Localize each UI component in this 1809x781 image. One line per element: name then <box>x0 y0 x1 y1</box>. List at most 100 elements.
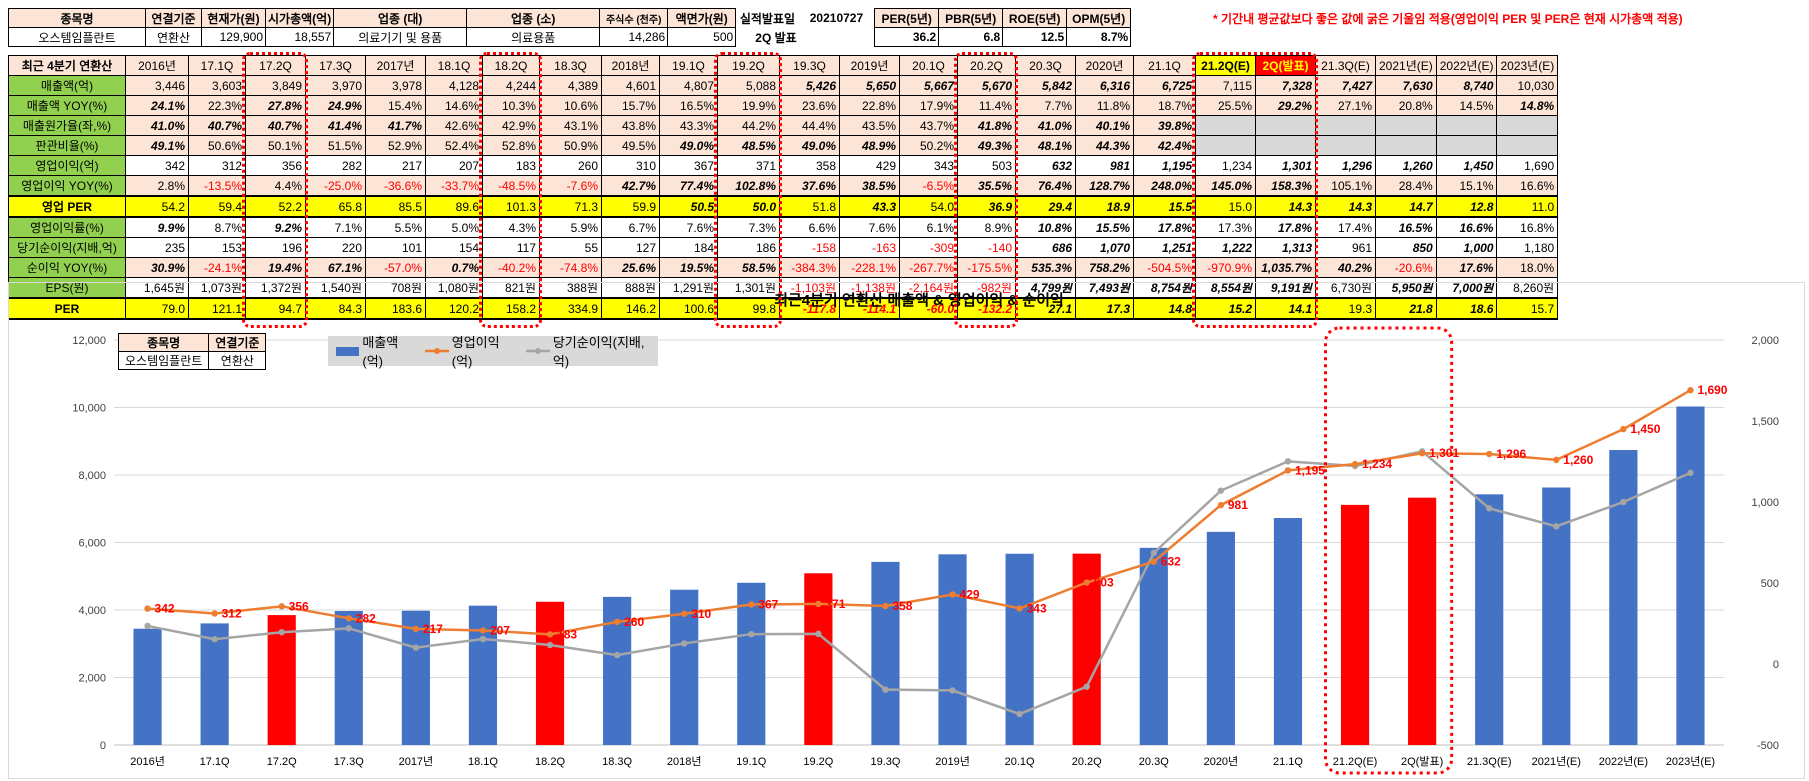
bar <box>938 554 967 745</box>
table-row: 순이익 YOY(%) 30.9% -24.1% 19.4% 67.1% -57.0% 0.7… <box>8 257 1559 278</box>
operating-profit-data-label: 343 <box>1027 601 1047 615</box>
table-cell: 41.0% <box>1015 115 1076 136</box>
bar <box>267 615 296 745</box>
table-cell: 1,251 <box>1133 237 1196 258</box>
table-cell: 50.1% <box>245 135 306 156</box>
table-cell: 981 <box>1075 155 1134 176</box>
table-cell: 52.2 <box>245 195 306 218</box>
table-cell: 14.8 <box>1133 297 1196 320</box>
table-cell: 22.3% <box>188 95 246 116</box>
operating-profit-data-label: 310 <box>691 607 711 621</box>
table-cell: 7,115 <box>1195 75 1256 96</box>
table-cell: -970.9% <box>1195 257 1256 278</box>
operating-profit-data-label: 342 <box>155 602 175 616</box>
table-cell: 105.1% <box>1315 175 1376 197</box>
table-cell: 7.3% <box>717 216 780 238</box>
x-tick-label: 21.3Q(E) <box>1467 756 1512 768</box>
bar <box>1273 518 1303 745</box>
table-cell: 30.9% <box>125 257 189 278</box>
table-cell: 356 <box>245 155 306 176</box>
table-cell: -25.0% <box>305 175 366 197</box>
summary-label: PER(5년) <box>874 8 940 28</box>
table-cell: 48.9% <box>839 135 900 156</box>
table-cell: 10.8% <box>1015 216 1076 238</box>
bar <box>1676 406 1705 745</box>
table-cell: 5,842 <box>1015 75 1076 96</box>
table-cell: 183.6 <box>365 297 426 320</box>
table-cell: 54.2 <box>125 195 189 218</box>
x-tick-label: 18.2Q <box>535 756 565 768</box>
table-cell <box>1496 115 1559 136</box>
net-income-point <box>546 641 554 649</box>
table-cell: 235 <box>125 237 189 258</box>
summary-value: 의료기기 및 용품 <box>333 27 468 47</box>
column-header: 17.2Q <box>245 55 306 76</box>
table-cell: -60.0 <box>899 297 958 320</box>
table-cell: 371 <box>717 155 780 176</box>
chart-info-label: 종목명 <box>117 333 210 352</box>
x-tick-label: 21.1Q <box>1273 756 1303 768</box>
table-cell: 50.2% <box>899 135 958 156</box>
y-right-tick-label: -500 <box>1757 740 1779 752</box>
table-cell: 429 <box>839 155 900 176</box>
column-header: 2016년 <box>125 55 189 76</box>
legend-swatch-line-icon <box>425 348 449 354</box>
table-cell: 43.3 <box>839 195 900 218</box>
x-tick-label: 17.1Q <box>200 756 230 768</box>
column-header: 20.2Q <box>957 55 1016 76</box>
column-header: 2019년 <box>839 55 900 76</box>
table-cell: 16.5% <box>1375 216 1437 238</box>
column-header: 2023년(E) <box>1496 55 1559 76</box>
table-cell: 1,260 <box>1375 155 1437 176</box>
operating-profit-point <box>1284 467 1292 474</box>
table-cell: 101.3 <box>482 195 540 218</box>
table-cell: 59.9 <box>601 195 660 218</box>
row-label: 매출액 YOY(%) <box>8 95 126 116</box>
table-cell: 7.1% <box>305 216 366 238</box>
x-tick-label: 2023년(E) <box>1666 755 1715 768</box>
table-cell: 49.0% <box>659 135 718 156</box>
column-header: 18.2Q <box>482 55 540 76</box>
table-cell: 44.2% <box>717 115 780 136</box>
operating-profit-data-label: 1,450 <box>1630 422 1660 436</box>
table-cell: 43.3% <box>659 115 718 136</box>
table-cell: 7.6% <box>839 216 900 238</box>
table-cell: 50.0 <box>717 195 780 218</box>
x-tick-label: 19.3Q <box>870 756 900 768</box>
summary-value: 연환산 <box>145 27 202 47</box>
operating-profit-point <box>1217 501 1225 509</box>
column-header: 19.1Q <box>659 55 718 76</box>
table-cell: 65.8 <box>305 195 366 218</box>
operating-profit-data-label: 282 <box>356 611 376 625</box>
table-cell: -267.7% <box>899 257 958 278</box>
table-cell: 334.9 <box>539 297 602 320</box>
y-right-tick-label: 500 <box>1761 578 1779 590</box>
bar <box>535 601 565 745</box>
operating-profit-point <box>1620 425 1627 433</box>
table-cell: 14.3 <box>1255 195 1316 218</box>
table-cell: 1,222 <box>1195 237 1256 258</box>
table-cell: 85.5 <box>365 195 426 218</box>
table-cell: 220 <box>305 237 366 258</box>
table-row: 영업이익 YOY(%) 2.8% -13.5% 4.4% -25.0% -36.6% -33… <box>8 175 1559 197</box>
table-cell: -6.5% <box>899 175 958 197</box>
table-cell: 42.4% <box>1133 135 1196 156</box>
bar <box>133 628 162 745</box>
net-income-point <box>1620 498 1627 506</box>
table-cell: 44.3% <box>1075 135 1134 156</box>
summary-label: 20210727 <box>798 8 875 28</box>
net-income-point <box>815 630 822 638</box>
table-cell: 6,725 <box>1133 75 1196 96</box>
table-cell: 4,128 <box>425 75 483 96</box>
table-cell: 10,030 <box>1496 75 1559 96</box>
table-cell: 15.0 <box>1195 195 1256 218</box>
table-cell: -33.7% <box>425 175 483 197</box>
table-corner-label: 최근 4분기 연환산 <box>8 55 126 76</box>
table-cell: 15.7% <box>601 95 660 116</box>
operating-profit-point <box>211 610 218 617</box>
table-cell: 16.5% <box>659 95 718 116</box>
table-cell: 14.1 <box>1255 297 1316 320</box>
table-cell: -36.6% <box>365 175 426 197</box>
table-cell: -158 <box>779 237 840 258</box>
table-cell: 535.3% <box>1015 257 1076 278</box>
